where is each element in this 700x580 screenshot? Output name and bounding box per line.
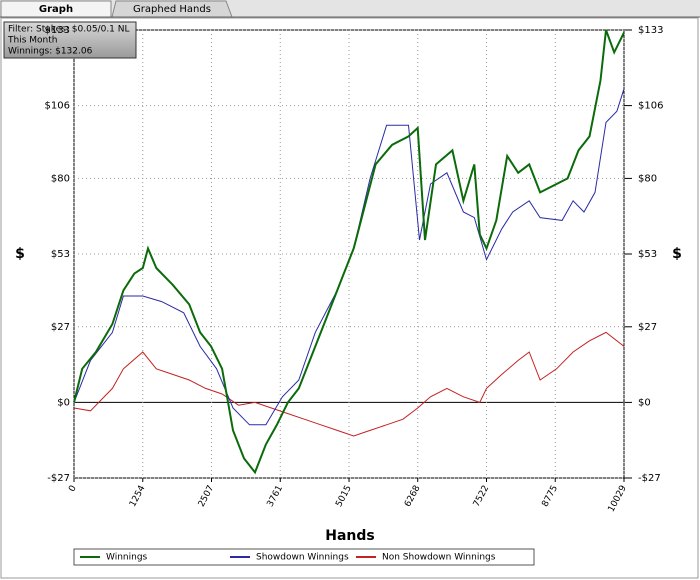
series-line: [73, 331, 625, 437]
y-tick-label: $53: [51, 249, 70, 260]
y2-tick-label: $0: [638, 397, 651, 408]
legend: [73, 548, 535, 566]
y-tick-label: $27: [51, 322, 70, 333]
info-text: Filter: Stakes: $0.05/0.1 NL: [8, 25, 130, 35]
y2-tick-label: -$27: [638, 473, 661, 484]
tab-label[interactable]: Graphed Hands: [133, 4, 211, 15]
y-axis-label: $: [15, 246, 25, 262]
y-tick-label: $80: [51, 173, 70, 184]
info-text: This Month: [7, 36, 57, 46]
y2-tick-label: $53: [638, 249, 657, 260]
x-axis-label: Hands: [325, 528, 375, 544]
y2-tick-label: $27: [638, 322, 657, 333]
y-tick-label: -$27: [47, 473, 70, 484]
series-line: [73, 29, 625, 475]
y2-tick-label: $106: [638, 101, 663, 112]
info-box: [3, 21, 137, 59]
legend-label: Winnings: [106, 553, 148, 563]
y2-axis-label: $: [672, 246, 682, 262]
y-tick-label: $133: [45, 25, 70, 36]
panel-border: [0, 17, 699, 579]
info-text: Winnings: $132.06: [8, 47, 93, 57]
y-tick-label: $106: [45, 101, 70, 112]
tab-label[interactable]: Graph: [39, 4, 73, 15]
legend-label: Showdown Winnings: [256, 553, 349, 563]
series-line: [73, 88, 625, 426]
y-tick-label: $0: [57, 397, 70, 408]
legend-label: Non Showdown Winnings: [382, 553, 496, 563]
x-tick-label: 0: [67, 484, 79, 494]
y2-tick-label: $80: [638, 173, 657, 184]
y2-tick-label: $133: [638, 25, 663, 36]
